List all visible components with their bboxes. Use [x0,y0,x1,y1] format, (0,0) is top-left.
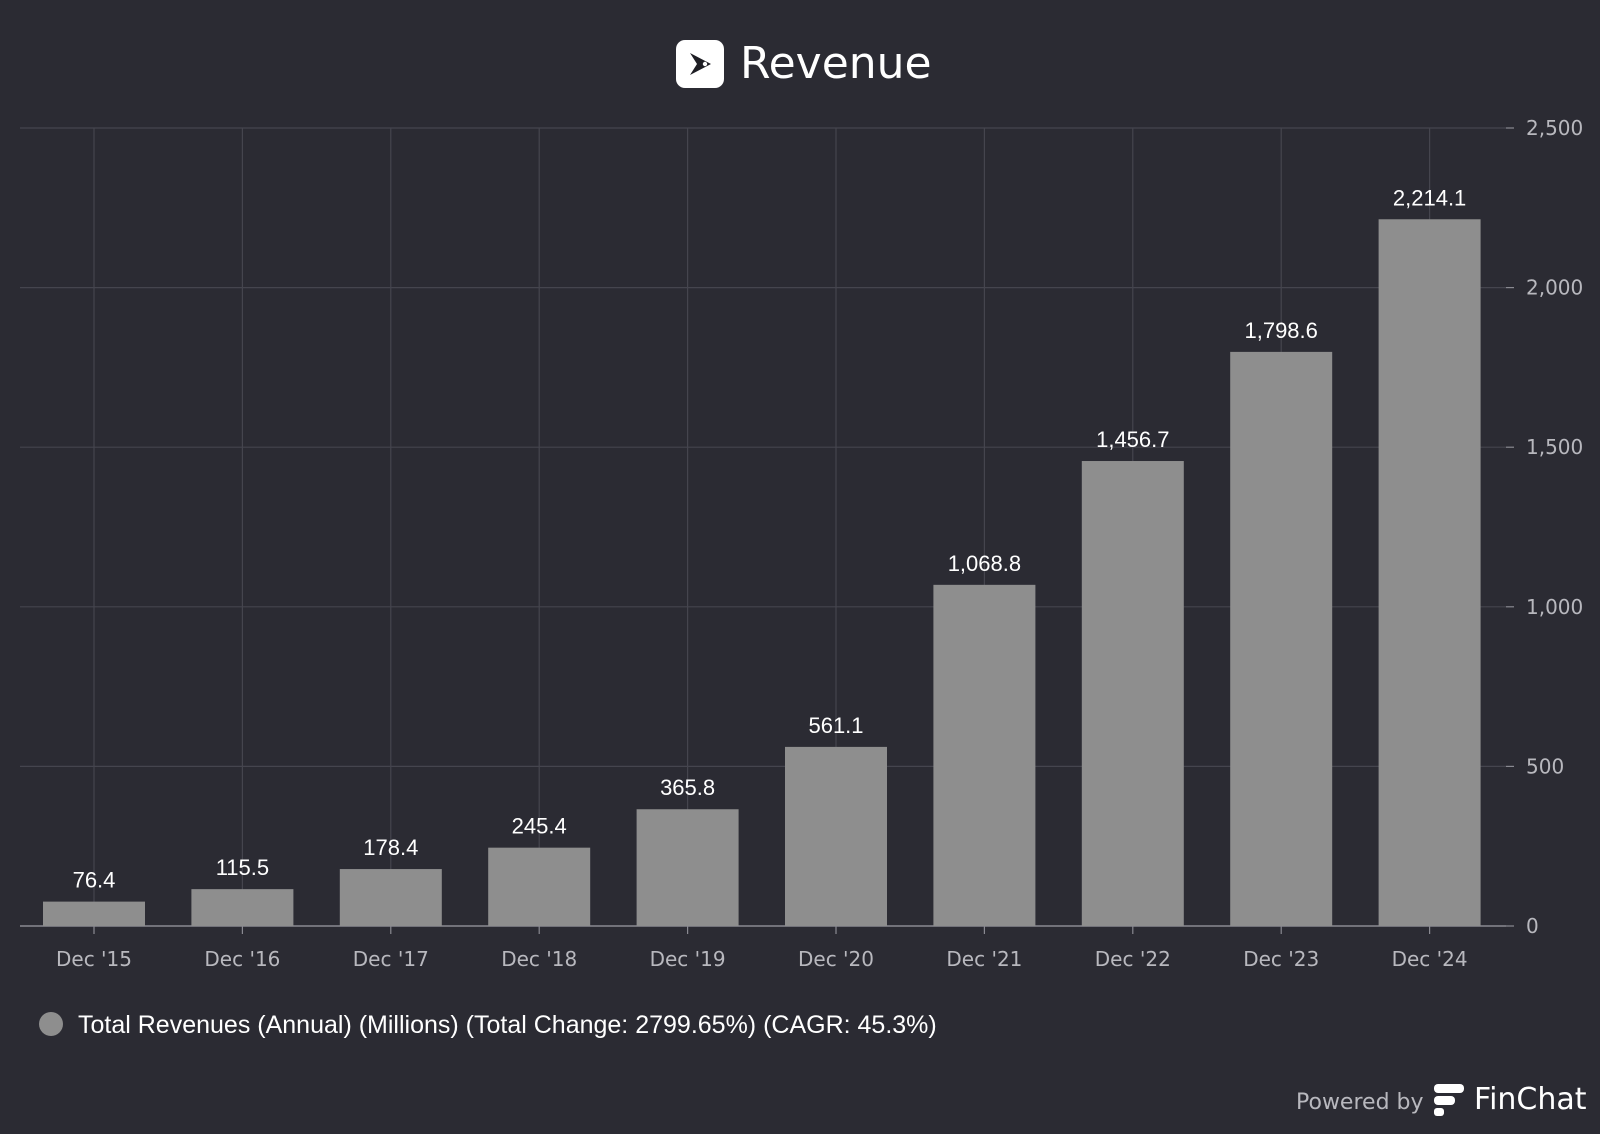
bar[interactable] [191,889,294,926]
y-tick-label: 500 [1526,754,1564,778]
bar[interactable] [1378,219,1481,926]
bar[interactable] [488,847,591,926]
finchat-logo-icon [1434,1084,1464,1116]
finchat-brand: FinChat [1474,1082,1587,1117]
company-logo-icon [676,40,724,88]
x-tick-label: Dec '23 [1243,947,1319,971]
data-label: 76.4 [73,868,116,893]
bar[interactable] [933,584,1036,926]
data-label: 1,798.6 [1244,318,1317,343]
y-tick-label: 2,000 [1526,276,1583,300]
y-tick-label: 2,500 [1526,116,1583,140]
bars [43,219,1481,927]
bar[interactable] [785,746,887,926]
chart-header: Revenue [676,38,932,89]
y-tick-label: 0 [1526,914,1539,938]
x-tick-label: Dec '21 [946,947,1022,971]
powered-by-text: Powered by [1296,1090,1424,1115]
data-label: 1,068.8 [948,551,1021,576]
data-label: 178.4 [363,835,418,860]
data-labels: 76.4 115.5 178.4 245.4 365.8 561.1 1,068.8 1,45… [73,185,1467,892]
x-tick-label: Dec '16 [204,947,280,971]
data-label: 365.8 [660,775,715,800]
bar[interactable] [1230,351,1333,927]
y-axis: 0 500 1,000 1,500 2,000 2,500 [1506,116,1583,938]
x-tick-label: Dec '17 [353,947,429,971]
data-label: 2,214.1 [1393,185,1466,210]
bar[interactable] [1081,461,1184,926]
chart-title: Revenue [740,38,932,89]
data-label: 561.1 [808,713,863,738]
x-tick-label: Dec '20 [798,947,874,971]
x-tick-label: Dec '19 [650,947,726,971]
bar[interactable] [636,809,739,926]
legend-label: Total Revenues (Annual) (Millions) (Tota… [78,1011,937,1039]
x-tick-label: Dec '24 [1392,947,1468,971]
x-tick-label: Dec '18 [501,947,577,971]
x-tick-label: Dec '15 [56,947,132,971]
powered-by[interactable]: Powered by FinChat [1296,1082,1587,1117]
data-label: 115.5 [216,855,269,880]
y-tick-label: 1,000 [1526,595,1583,619]
x-tick-label: Dec '22 [1095,947,1171,971]
y-tick-label: 1,500 [1526,435,1583,459]
data-label: 1,456.7 [1096,427,1169,452]
legend-circle-icon [39,1012,63,1036]
legend[interactable]: Total Revenues (Annual) (Millions) (Tota… [39,1011,937,1039]
bar[interactable] [339,869,442,926]
data-label: 245.4 [512,814,567,839]
x-axis: Dec '15 Dec '16 Dec '17 Dec '18 Dec '19 Dec '… [56,926,1468,971]
bar[interactable] [43,901,145,926]
